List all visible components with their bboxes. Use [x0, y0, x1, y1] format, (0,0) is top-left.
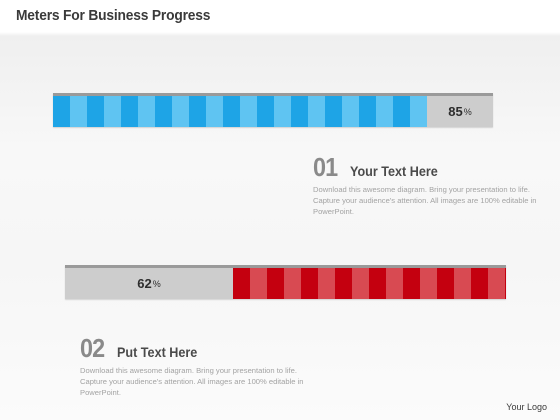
- meter-percent-symbol-2: %: [152, 278, 161, 289]
- item-text-1: Download this awesome diagram. Bring you…: [313, 185, 537, 216]
- meter-fill-1: [53, 96, 427, 127]
- text-block-2: 02 Put Text Here Download this awesome d…: [80, 333, 320, 398]
- meter-fill-2: [233, 268, 506, 299]
- item-text-2: Download this awesome diagram. Bring you…: [80, 366, 304, 397]
- meter-value-2: 62%: [65, 268, 233, 299]
- logo-text: Your Logo: [506, 402, 547, 412]
- item-heading-1: Your Text Here: [349, 163, 438, 179]
- meter-percent-symbol-1: %: [463, 106, 472, 117]
- meter-value-1: 85%: [427, 96, 493, 127]
- slide-title: Meters For Business Progress: [16, 7, 211, 24]
- meter-percent-number-1: 85: [448, 104, 463, 119]
- item-heading-2: Put Text Here: [116, 344, 198, 360]
- item-number-2: 02: [80, 333, 105, 363]
- meter-percent-number-2: 62: [137, 276, 152, 291]
- item-number-1: 01: [313, 152, 338, 182]
- progress-meter-2: 62%: [65, 265, 506, 299]
- progress-meter-1: 85%: [53, 93, 493, 127]
- text-block-1: 01 Your Text Here Download this awesome …: [313, 152, 543, 217]
